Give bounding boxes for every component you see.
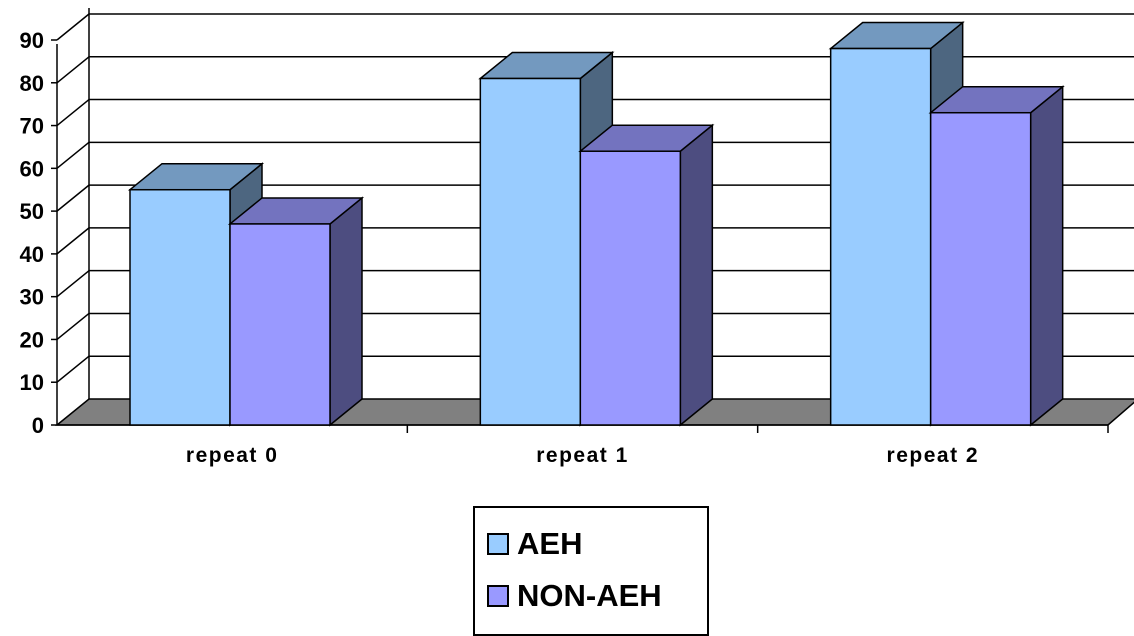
gridline-side xyxy=(56,227,90,255)
legend-label-aeh: AEH xyxy=(517,526,583,561)
x-category-label: repeat 1 xyxy=(536,444,629,467)
legend-item-non-aeh: NON-AEH xyxy=(487,576,662,616)
bar-chart: 0 10 20 30 40 50 60 70 80 90 repeat 0 repeat 1 repea… xyxy=(20,8,1134,467)
y-tick-label: 20 xyxy=(20,327,44,352)
y-tick-label: 50 xyxy=(20,199,44,224)
gridline-side xyxy=(56,98,90,127)
bar-non-aeh-repeat-0 xyxy=(227,196,365,427)
y-tick-label: 40 xyxy=(20,242,44,267)
y-tick-label: 70 xyxy=(20,114,44,139)
axis-labels: 0 10 20 30 40 50 60 70 80 90 repeat 0 repeat 1 repea… xyxy=(20,28,980,467)
gridline-side xyxy=(56,184,90,212)
bar-front xyxy=(579,150,682,426)
y-tick-label: 0 xyxy=(32,413,44,438)
gridline-side xyxy=(56,355,90,383)
legend-swatch-aeh xyxy=(487,533,509,555)
bar-side xyxy=(329,196,363,427)
y-tick-label: 30 xyxy=(20,285,44,310)
bar-front xyxy=(929,111,1032,426)
gridline-side xyxy=(56,141,90,169)
bar-aeh-repeat-2 xyxy=(828,20,965,427)
bar-side xyxy=(679,123,714,427)
gridline-side xyxy=(56,56,90,84)
bar-non-aeh-repeat-1 xyxy=(578,123,715,427)
gridline-side xyxy=(56,312,90,341)
y-tick-label: 10 xyxy=(20,370,44,395)
gridline-side xyxy=(56,270,90,298)
bar-front xyxy=(479,77,582,426)
bars xyxy=(127,20,1065,427)
bar-side xyxy=(1029,85,1064,427)
legend-swatch-non-aeh xyxy=(487,585,509,607)
bar-front xyxy=(229,223,331,426)
y-tick-label: 60 xyxy=(20,156,44,181)
gridline-side xyxy=(56,13,90,41)
bar-front xyxy=(829,47,932,426)
legend-item-aeh: AEH xyxy=(487,524,582,564)
legend-label-non-aeh: NON-AEH xyxy=(517,578,662,613)
bar-front xyxy=(129,188,231,426)
x-category-label: repeat 0 xyxy=(186,444,279,467)
x-category-label: repeat 2 xyxy=(887,444,980,467)
y-tick-label: 80 xyxy=(20,71,44,96)
bar-non-aeh-repeat-2 xyxy=(928,85,1065,427)
legend: AEH NON-AEH xyxy=(473,506,709,636)
y-tick-label: 90 xyxy=(20,28,44,53)
